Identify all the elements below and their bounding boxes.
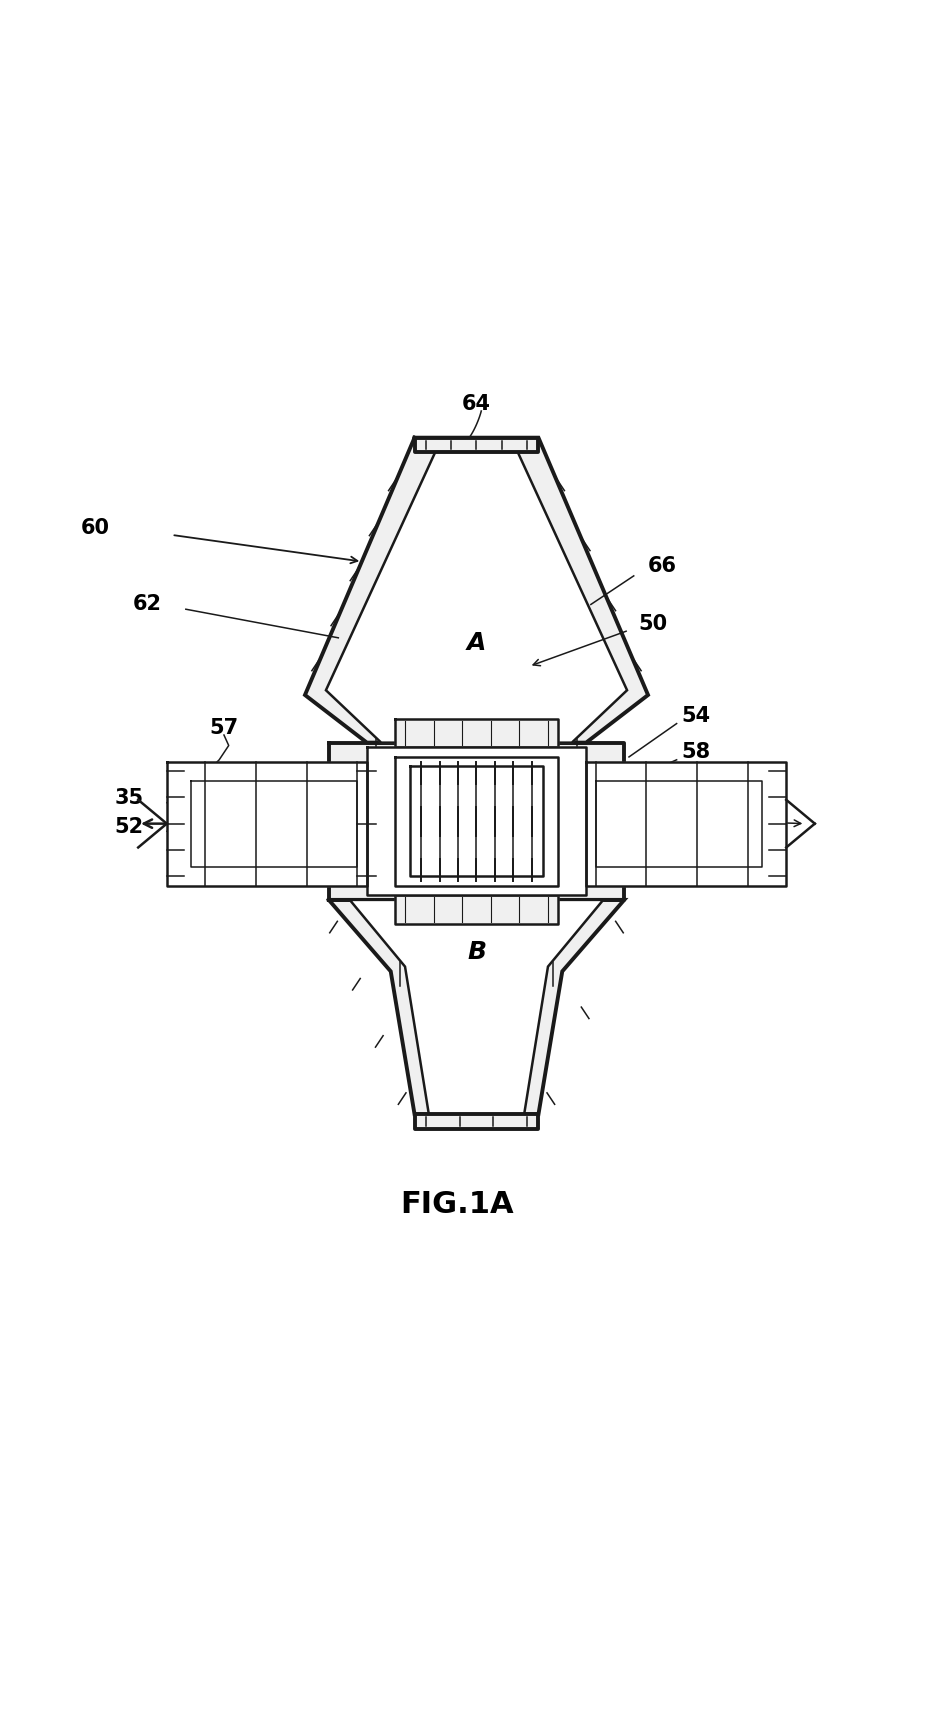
- Text: 62: 62: [133, 595, 162, 614]
- Polygon shape: [349, 900, 603, 1114]
- Polygon shape: [167, 761, 367, 886]
- Polygon shape: [328, 900, 624, 1114]
- Text: B: B: [466, 941, 486, 965]
- Polygon shape: [328, 742, 624, 900]
- Polygon shape: [585, 761, 785, 886]
- Polygon shape: [367, 747, 585, 895]
- Polygon shape: [395, 718, 557, 747]
- Text: 64: 64: [462, 394, 490, 415]
- Polygon shape: [595, 782, 762, 867]
- Text: 50: 50: [638, 614, 666, 634]
- Text: 57: 57: [209, 718, 238, 739]
- Text: A: A: [466, 631, 486, 655]
- Polygon shape: [305, 437, 647, 742]
- Text: 60: 60: [81, 518, 109, 538]
- Text: 35: 35: [114, 788, 143, 807]
- Polygon shape: [414, 437, 538, 452]
- Polygon shape: [190, 782, 357, 867]
- Text: 40: 40: [681, 811, 709, 831]
- Text: 58: 58: [681, 742, 709, 763]
- Text: 56: 56: [681, 778, 709, 799]
- Polygon shape: [326, 446, 626, 742]
- Polygon shape: [395, 758, 557, 886]
- Text: 66: 66: [647, 557, 676, 576]
- Text: 54: 54: [681, 706, 709, 727]
- Polygon shape: [409, 766, 543, 876]
- Text: 52: 52: [114, 816, 143, 836]
- Text: FIG.1A: FIG.1A: [400, 1190, 514, 1219]
- Polygon shape: [414, 1114, 538, 1128]
- Polygon shape: [395, 895, 557, 924]
